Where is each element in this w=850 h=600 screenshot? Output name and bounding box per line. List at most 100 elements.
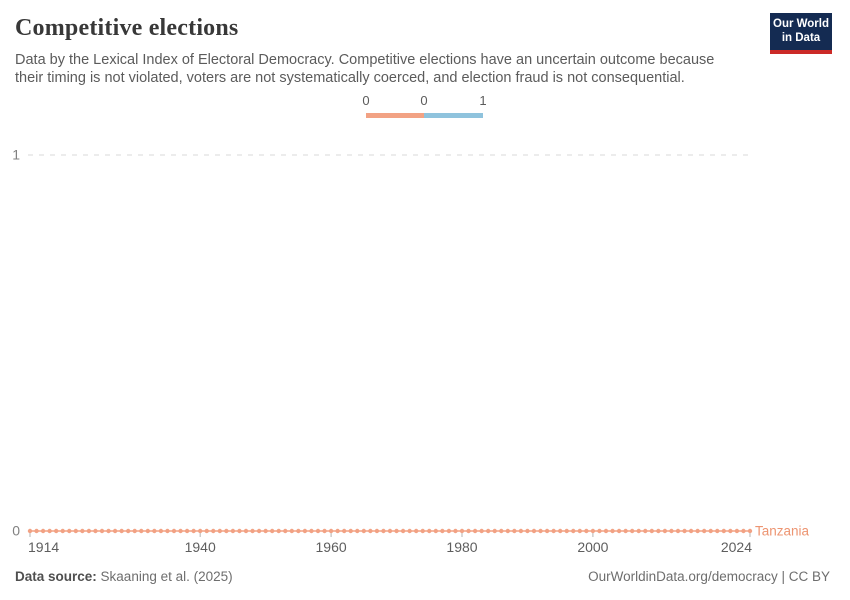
data-point[interactable] bbox=[132, 528, 137, 534]
data-point[interactable] bbox=[413, 528, 419, 534]
data-point[interactable] bbox=[178, 528, 183, 534]
data-point[interactable] bbox=[715, 528, 720, 534]
data-point[interactable] bbox=[492, 528, 497, 534]
data-point[interactable] bbox=[93, 528, 98, 534]
data-point[interactable] bbox=[459, 528, 465, 534]
data-point[interactable] bbox=[106, 528, 111, 534]
data-point[interactable] bbox=[662, 528, 668, 534]
data-point[interactable] bbox=[211, 528, 216, 534]
data-point[interactable] bbox=[335, 528, 340, 534]
data-point[interactable] bbox=[629, 528, 635, 534]
data-point[interactable] bbox=[341, 528, 347, 534]
data-point[interactable] bbox=[557, 528, 563, 534]
data-point[interactable] bbox=[224, 528, 229, 534]
data-point[interactable] bbox=[610, 528, 615, 534]
data-point[interactable] bbox=[53, 528, 59, 534]
data-point[interactable] bbox=[184, 528, 190, 534]
data-point[interactable] bbox=[551, 528, 556, 534]
data-point[interactable] bbox=[747, 528, 753, 534]
data-point[interactable] bbox=[289, 528, 295, 534]
data-point[interactable] bbox=[708, 528, 713, 534]
data-point[interactable] bbox=[518, 528, 524, 534]
data-point[interactable] bbox=[564, 528, 569, 534]
data-point[interactable] bbox=[47, 528, 52, 534]
data-point[interactable] bbox=[315, 528, 321, 534]
data-point[interactable] bbox=[505, 528, 511, 534]
data-point[interactable] bbox=[191, 528, 196, 534]
data-point[interactable] bbox=[86, 528, 92, 534]
data-point[interactable] bbox=[701, 528, 707, 534]
data-point[interactable] bbox=[466, 528, 471, 534]
data-point[interactable] bbox=[276, 528, 281, 534]
data-point[interactable] bbox=[67, 528, 72, 534]
data-point[interactable] bbox=[283, 528, 288, 534]
data-point[interactable] bbox=[237, 528, 242, 534]
data-point[interactable] bbox=[682, 528, 687, 534]
data-point[interactable] bbox=[544, 528, 550, 534]
data-point[interactable] bbox=[499, 528, 504, 534]
data-point[interactable] bbox=[512, 528, 517, 534]
data-point[interactable] bbox=[584, 528, 589, 534]
data-source-value[interactable]: Skaaning et al. (2025) bbox=[100, 569, 233, 584]
data-point[interactable] bbox=[577, 528, 583, 534]
data-point[interactable] bbox=[675, 528, 681, 534]
data-point[interactable] bbox=[322, 528, 327, 534]
data-point[interactable] bbox=[328, 528, 334, 534]
data-point[interactable] bbox=[688, 528, 694, 534]
data-point[interactable] bbox=[263, 528, 268, 534]
data-point[interactable] bbox=[695, 528, 700, 534]
data-point[interactable] bbox=[217, 528, 223, 534]
data-point[interactable] bbox=[643, 528, 648, 534]
data-point[interactable] bbox=[427, 528, 432, 534]
data-point[interactable] bbox=[243, 528, 249, 534]
data-point[interactable] bbox=[603, 528, 609, 534]
legend-segment-0[interactable] bbox=[366, 113, 424, 118]
data-point[interactable] bbox=[256, 528, 262, 534]
data-point[interactable] bbox=[368, 528, 373, 534]
data-point[interactable] bbox=[590, 528, 596, 534]
data-point[interactable] bbox=[387, 528, 393, 534]
data-point[interactable] bbox=[597, 528, 602, 534]
data-point[interactable] bbox=[60, 528, 65, 534]
data-point[interactable] bbox=[433, 528, 439, 534]
data-point[interactable] bbox=[531, 528, 537, 534]
data-point[interactable] bbox=[734, 528, 740, 534]
data-point[interactable] bbox=[741, 528, 746, 534]
data-point[interactable] bbox=[400, 528, 406, 534]
data-point[interactable] bbox=[296, 528, 301, 534]
data-point[interactable] bbox=[40, 528, 46, 534]
data-point[interactable] bbox=[158, 528, 164, 534]
data-point[interactable] bbox=[171, 528, 177, 534]
data-point[interactable] bbox=[204, 528, 209, 534]
data-point[interactable] bbox=[485, 528, 491, 534]
data-point[interactable] bbox=[616, 528, 622, 534]
data-point[interactable] bbox=[34, 528, 39, 534]
data-point[interactable] bbox=[669, 528, 674, 534]
data-point[interactable] bbox=[381, 528, 386, 534]
data-point[interactable] bbox=[728, 528, 733, 534]
data-point[interactable] bbox=[525, 528, 530, 534]
data-point[interactable] bbox=[623, 528, 628, 534]
data-point[interactable] bbox=[361, 528, 367, 534]
data-point[interactable] bbox=[348, 528, 353, 534]
data-point[interactable] bbox=[230, 528, 236, 534]
data-point[interactable] bbox=[309, 528, 314, 534]
data-point[interactable] bbox=[302, 528, 308, 534]
owid-url-link[interactable]: OurWorldinData.org/democracy bbox=[588, 569, 778, 584]
data-point[interactable] bbox=[27, 528, 33, 534]
data-point[interactable] bbox=[99, 528, 105, 534]
data-point[interactable] bbox=[479, 528, 484, 534]
data-point[interactable] bbox=[197, 528, 203, 534]
data-point[interactable] bbox=[407, 528, 412, 534]
data-point[interactable] bbox=[165, 528, 170, 534]
data-point[interactable] bbox=[440, 528, 445, 534]
data-point[interactable] bbox=[152, 528, 157, 534]
data-point[interactable] bbox=[112, 528, 118, 534]
data-point[interactable] bbox=[80, 528, 85, 534]
data-point[interactable] bbox=[453, 528, 458, 534]
data-point[interactable] bbox=[571, 528, 576, 534]
data-point[interactable] bbox=[119, 528, 124, 534]
data-point[interactable] bbox=[446, 528, 452, 534]
data-point[interactable] bbox=[250, 528, 255, 534]
